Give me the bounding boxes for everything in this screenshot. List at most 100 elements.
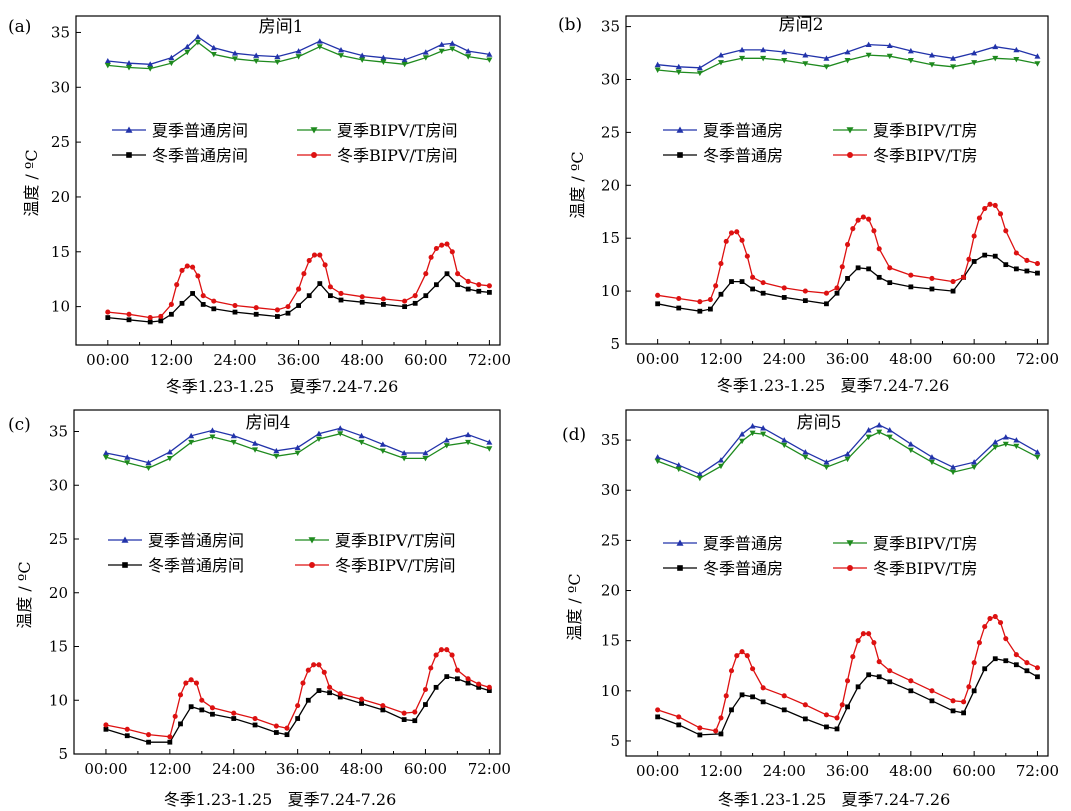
data-point <box>328 293 333 299</box>
data-point <box>449 46 456 52</box>
data-point <box>728 668 735 674</box>
data-point <box>296 303 301 308</box>
data-point <box>295 48 302 54</box>
data-point <box>866 216 872 222</box>
data-point <box>860 214 866 220</box>
data-point <box>729 707 734 713</box>
data-point <box>713 728 719 734</box>
data-point <box>126 65 132 71</box>
data-point <box>734 653 740 659</box>
data-point <box>739 279 745 284</box>
plot-frame <box>73 409 501 755</box>
data-point <box>847 152 853 158</box>
data-point <box>781 707 787 713</box>
data-point <box>886 427 893 433</box>
data-point <box>316 38 323 44</box>
data-point <box>465 286 471 292</box>
data-point <box>696 64 703 71</box>
series-line <box>105 675 490 743</box>
data-point <box>961 699 967 705</box>
data-point <box>126 317 132 323</box>
data-point <box>231 710 237 716</box>
data-point <box>438 41 445 47</box>
data-point <box>729 279 734 284</box>
data-point <box>310 127 318 134</box>
y-tick-label: 10 <box>601 682 620 700</box>
legend-label: 冬季普通房间 <box>148 556 244 575</box>
data-point <box>928 52 935 58</box>
data-point <box>315 436 322 443</box>
data-point <box>824 724 829 730</box>
data-point <box>103 726 109 732</box>
data-point <box>871 640 877 646</box>
y-tick-label: 35 <box>49 423 68 441</box>
data-point <box>1003 658 1009 664</box>
data-point <box>124 733 130 739</box>
data-point <box>749 423 756 429</box>
data-point <box>654 67 661 73</box>
data-point <box>337 691 343 697</box>
data-point <box>676 295 682 302</box>
data-point <box>781 693 787 699</box>
data-point <box>982 206 988 212</box>
data-point <box>209 705 215 711</box>
data-point <box>465 54 472 60</box>
data-point <box>321 669 327 675</box>
data-point <box>887 679 893 685</box>
y-tick-label: 15 <box>51 243 70 261</box>
data-point <box>433 245 439 252</box>
x-tick-label: 72:00 <box>468 351 511 369</box>
data-point <box>697 732 703 738</box>
data-point <box>1034 665 1040 671</box>
data-point <box>823 464 830 471</box>
data-point <box>865 427 872 433</box>
data-point <box>179 300 185 306</box>
data-point <box>449 249 455 255</box>
data-point <box>380 703 386 709</box>
data-point <box>183 680 189 686</box>
data-point <box>380 54 387 61</box>
data-point <box>1035 674 1040 680</box>
data-point <box>744 653 750 659</box>
data-point <box>928 459 935 466</box>
data-point <box>306 258 312 264</box>
data-point <box>253 58 260 64</box>
plot-frame <box>625 15 1049 345</box>
data-point <box>802 288 808 294</box>
data-point <box>866 672 872 678</box>
legend-label: 冬季BIPV/T房 <box>873 559 977 578</box>
y-tick-label: 25 <box>601 123 620 141</box>
x-tick-label: 36:00 <box>826 762 869 780</box>
y-tick-label: 5 <box>58 745 68 763</box>
data-point <box>866 631 872 637</box>
data-point <box>465 680 471 686</box>
legend-label: 夏季BIPV/T房间 <box>335 531 455 550</box>
data-point <box>199 707 205 713</box>
x-tick-label: 36:00 <box>277 351 320 369</box>
y-tick-label: 20 <box>601 176 620 194</box>
data-point <box>908 284 914 290</box>
data-point <box>316 688 322 693</box>
legend-label: 冬季BIPV/T房间 <box>335 556 455 575</box>
plot-area: 00:00 12:00 24:00 36:00 48:00 60:00 72:00 5 10 15… <box>601 15 1059 368</box>
data-point <box>209 427 216 433</box>
data-point <box>231 716 237 721</box>
series-冬季普通房 <box>655 656 1040 738</box>
chart-title: 房间4 <box>246 413 291 433</box>
x-tick-label: 12:00 <box>148 760 191 778</box>
data-point <box>865 41 872 47</box>
x-axis-label: 冬季1.23-1.25 夏季7.24-7.26 <box>164 790 397 809</box>
data-point <box>455 271 461 277</box>
data-point <box>907 441 914 447</box>
x-tick-label: 36:00 <box>276 760 319 778</box>
x-tick-label: 72:00 <box>1016 762 1059 780</box>
data-point <box>655 292 661 298</box>
data-point <box>865 52 872 59</box>
data-point <box>1034 53 1041 59</box>
data-point <box>1013 250 1019 256</box>
data-point <box>654 458 661 465</box>
x-tick-label: 00:00 <box>86 351 129 369</box>
legend-label: 夏季普通房间 <box>152 121 248 140</box>
data-point <box>188 432 195 439</box>
